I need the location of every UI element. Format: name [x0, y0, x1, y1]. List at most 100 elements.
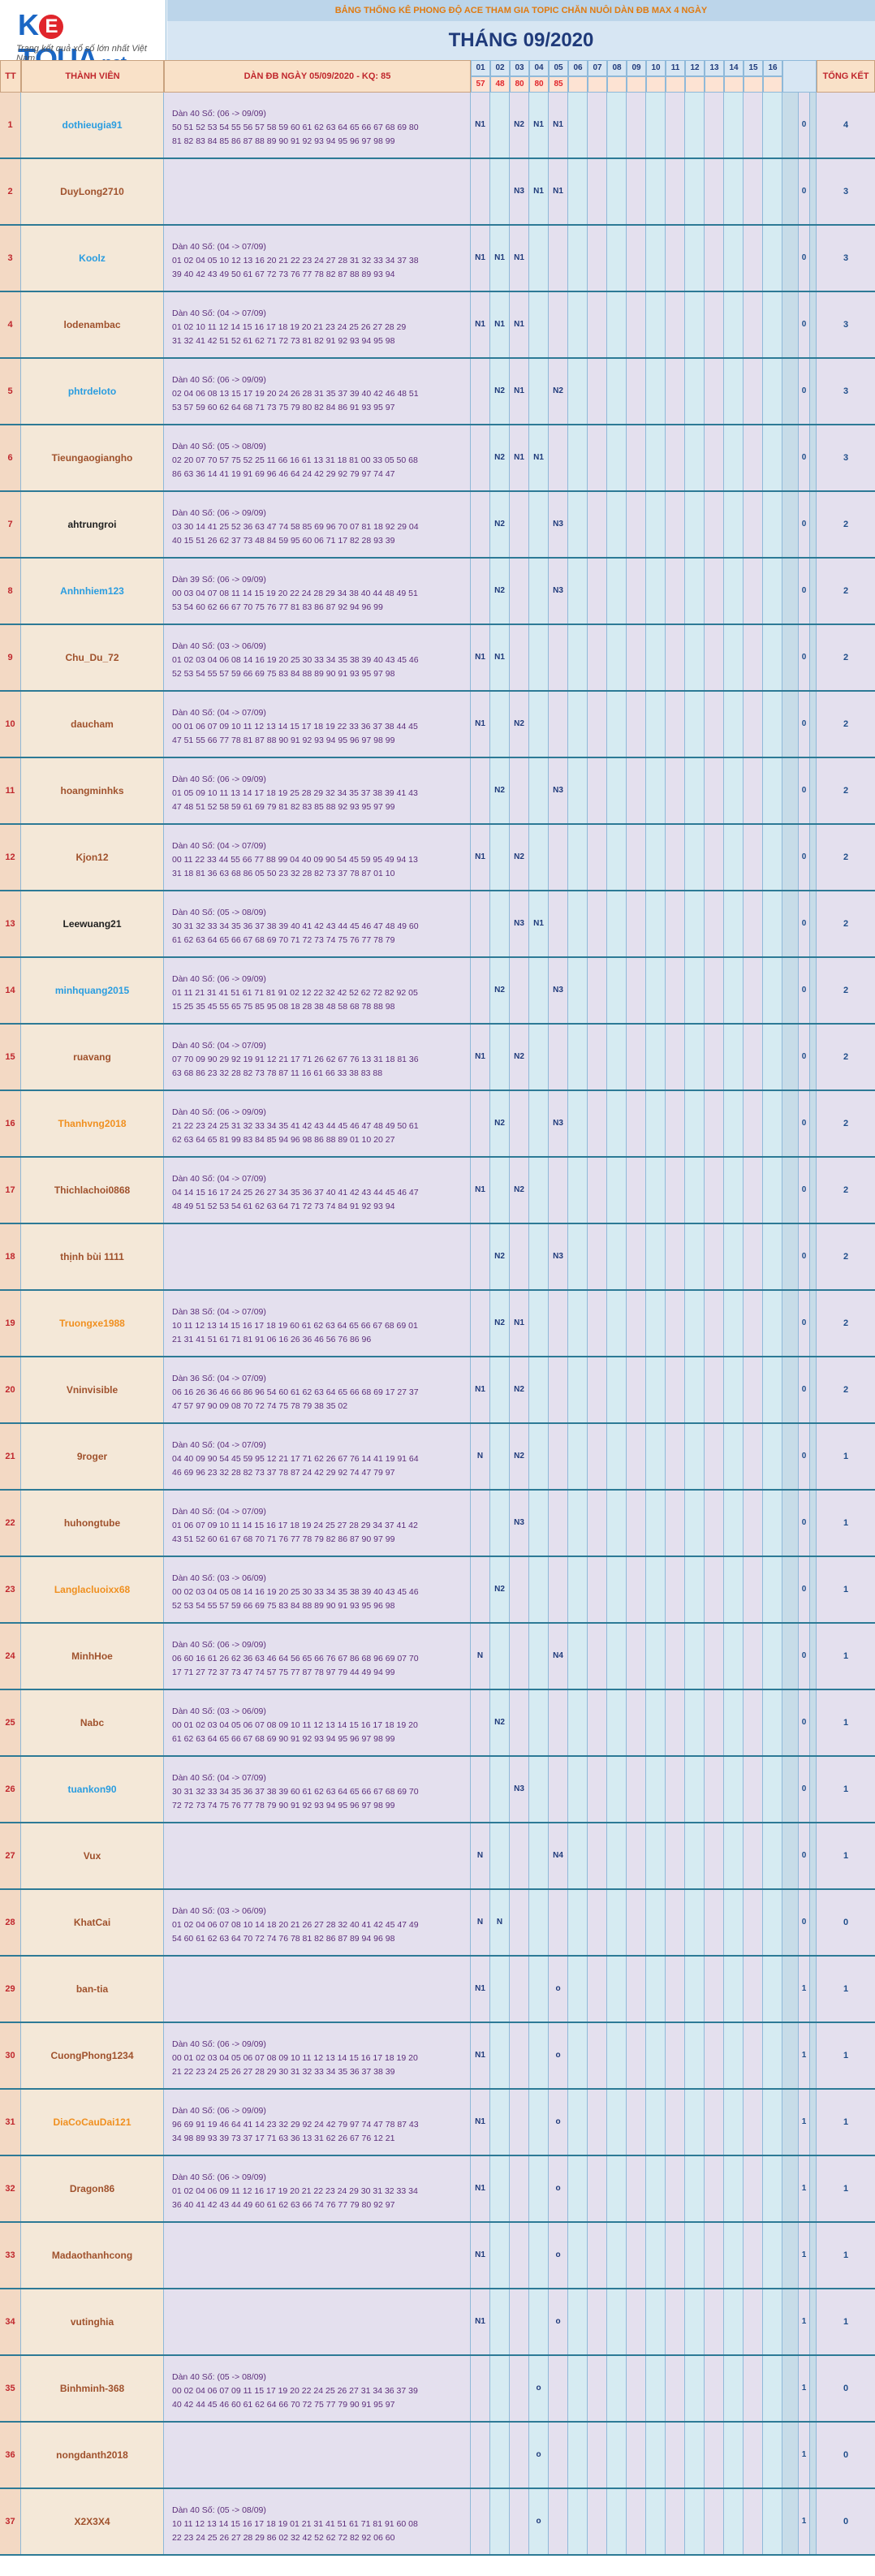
member-name[interactable]: CuongPhong1234 [21, 2023, 164, 2088]
day-cell [490, 1158, 510, 1223]
member-name[interactable]: Chu_Du_72 [21, 625, 164, 690]
row-number: 22 [0, 1491, 21, 1556]
spacer-cell [810, 1491, 817, 1556]
member-name[interactable]: Vux [21, 1823, 164, 1888]
day-cell [471, 1291, 490, 1356]
day-cell [705, 1357, 724, 1422]
member-name[interactable]: vutinghia [21, 2289, 164, 2354]
dan-line: Dàn 40 Số: (06 -> 09/09) [172, 974, 266, 984]
spacer-cell [810, 1823, 817, 1888]
day-cell [666, 226, 685, 291]
day-cell [646, 891, 666, 956]
day-cell [744, 625, 763, 690]
member-name[interactable]: Vninvisible [21, 1357, 164, 1422]
dan-line: 00 02 03 04 05 08 14 16 19 20 25 30 33 3… [172, 1587, 419, 1597]
member-name[interactable]: ruavang [21, 1025, 164, 1090]
day-cell [763, 1424, 782, 1489]
member-name[interactable]: dothieugia91 [21, 93, 164, 157]
day-cell [724, 1224, 744, 1289]
row-number: 1 [0, 93, 21, 157]
day-cell [705, 825, 724, 890]
member-name[interactable]: daucham [21, 692, 164, 757]
member-name[interactable]: DiaCoCauDai121 [21, 2090, 164, 2155]
member-name[interactable]: Nabc [21, 1690, 164, 1755]
day-cell [666, 559, 685, 624]
dan-line: 00 11 22 33 44 55 66 77 88 99 04 40 09 9… [172, 855, 418, 865]
day-cell: N2 [490, 492, 510, 557]
col-header-spacer [782, 60, 817, 93]
dan-line: 04 40 09 90 54 45 59 95 12 21 17 71 62 2… [172, 1454, 419, 1464]
day-cell [744, 1424, 763, 1489]
miss-count: 0 [799, 559, 810, 624]
member-name[interactable]: Anhnhiem123 [21, 559, 164, 624]
day-cell: N2 [490, 758, 510, 823]
member-name[interactable]: KhatCai [21, 1890, 164, 1955]
spacer-cell [782, 1690, 799, 1755]
row-number: 18 [0, 1224, 21, 1289]
member-name[interactable]: huhongtube [21, 1491, 164, 1556]
day-cell [568, 625, 588, 690]
dan-line: Dàn 40 Số: (06 -> 09/09) [172, 775, 266, 784]
miss-count: 0 [799, 1890, 810, 1955]
member-name[interactable]: minhquang2015 [21, 958, 164, 1023]
member-name[interactable]: hoangminhks [21, 758, 164, 823]
member-name[interactable]: phtrdeloto [21, 359, 164, 424]
day-cell [490, 2090, 510, 2155]
day-cell [490, 1491, 510, 1556]
member-name[interactable]: 9roger [21, 1424, 164, 1489]
member-name[interactable]: Leewuang21 [21, 891, 164, 956]
member-name[interactable]: lodenambac [21, 292, 164, 357]
day-cell [685, 2090, 705, 2155]
day-cell [724, 93, 744, 157]
spacer-cell [782, 1957, 799, 2022]
member-name[interactable]: DuyLong2710 [21, 159, 164, 224]
day-cell [685, 1557, 705, 1622]
day-cell [549, 1557, 568, 1622]
day-cell [627, 2356, 646, 2421]
dan-line: 10 11 12 13 14 15 16 17 18 19 60 61 62 6… [172, 1321, 418, 1331]
member-name[interactable]: thịnh bùi 1111 [21, 1224, 164, 1289]
day-cell [724, 1491, 744, 1556]
day-cell [744, 1624, 763, 1689]
dan-line: 03 30 14 41 25 52 36 63 47 74 58 85 69 9… [172, 522, 419, 532]
member-name[interactable]: Truongxe1988 [21, 1291, 164, 1356]
total-count: 1 [817, 1757, 875, 1822]
member-name[interactable]: Tieungaogiangho [21, 425, 164, 490]
member-name[interactable]: Binhminh-368 [21, 2356, 164, 2421]
member-name[interactable]: Madaothanhcong [21, 2223, 164, 2288]
member-name[interactable]: Thanhvng2018 [21, 1091, 164, 1156]
miss-count: 0 [799, 425, 810, 490]
spacer-cell [782, 2489, 799, 2554]
member-name[interactable]: nongdanth2018 [21, 2423, 164, 2488]
day-cell [666, 891, 685, 956]
member-name[interactable]: ahtrungroi [21, 492, 164, 557]
spacer-cell [782, 93, 799, 157]
day-cell [763, 292, 782, 357]
day-cell: o [549, 2223, 568, 2288]
day-cell [568, 492, 588, 557]
day-cell: N1 [549, 159, 568, 224]
member-name[interactable]: tuankon90 [21, 1757, 164, 1822]
day-cell: N1 [510, 359, 529, 424]
spacer-cell [782, 2223, 799, 2288]
member-name[interactable]: ban-tia [21, 1957, 164, 2022]
day-cell [510, 1224, 529, 1289]
member-name[interactable]: Thichlachoi0868 [21, 1158, 164, 1223]
day-cell: o [549, 2023, 568, 2088]
day-cell [705, 226, 724, 291]
day-cell [685, 825, 705, 890]
member-name[interactable]: Langlacluoixx68 [21, 1557, 164, 1622]
dan-numbers: Dàn 40 Số: (04 -> 07/09) 30 31 32 33 34 3… [164, 1757, 471, 1822]
day-cell [588, 1624, 607, 1689]
member-name[interactable]: Kjon12 [21, 825, 164, 890]
member-name[interactable]: X2X3X4 [21, 2489, 164, 2554]
member-name[interactable]: Koolz [21, 226, 164, 291]
row-number: 3 [0, 226, 21, 291]
member-name[interactable]: Dragon86 [21, 2156, 164, 2221]
member-name[interactable]: MinhHoe [21, 1624, 164, 1689]
table-banner: BẢNG THỐNG KÊ PHONG ĐỘ ACE THAM GIA TOPI… [167, 0, 875, 21]
day-cell [627, 1158, 646, 1223]
dan-numbers: Dàn 40 Số: (04 -> 07/09) 00 01 06 07 09 1… [164, 692, 471, 757]
spacer-cell [782, 1357, 799, 1422]
day-cell [588, 93, 607, 157]
